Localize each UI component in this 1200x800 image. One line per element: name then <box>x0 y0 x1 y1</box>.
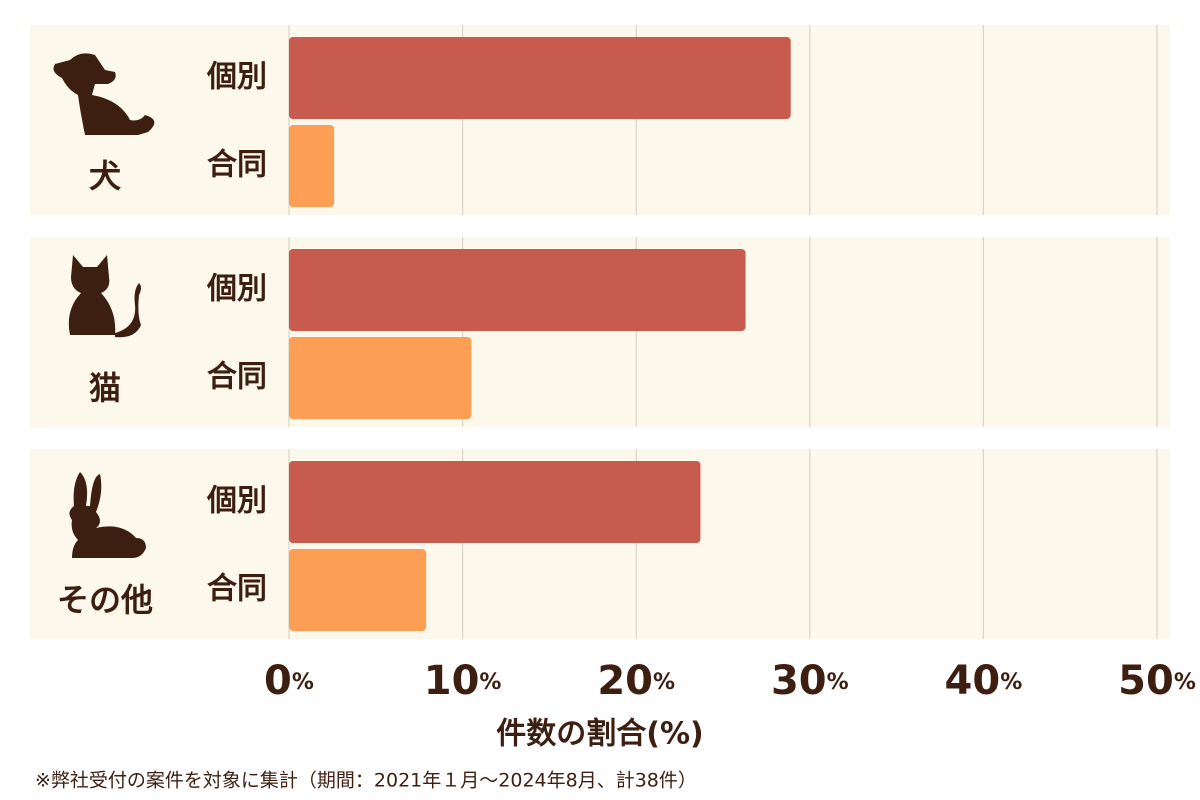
x-axis-title: 件数の割合(%) <box>496 717 703 752</box>
bar <box>289 37 791 119</box>
bar <box>289 337 472 419</box>
x-tick-label: 20% <box>597 658 675 704</box>
x-tick-label: 40% <box>945 658 1023 704</box>
dog-icon <box>53 53 155 136</box>
category-label: 猫 <box>89 369 121 407</box>
series-label: 個別 <box>206 484 267 519</box>
x-tick-label: 30% <box>771 658 849 704</box>
series-label: 合同 <box>207 148 267 183</box>
bar <box>289 461 701 543</box>
series-label: 合同 <box>207 360 267 395</box>
category-label: 犬 <box>89 157 121 195</box>
x-tick-label: 50% <box>1118 658 1196 704</box>
series-label: 個別 <box>206 60 267 95</box>
bar <box>289 249 746 331</box>
bar <box>289 549 427 631</box>
footnote: ※弊社受付の案件を対象に集計（期間：2021年１月～2024年8月、計38件） <box>35 770 697 792</box>
x-tick-label: 10% <box>424 658 502 704</box>
category-label: その他 <box>57 581 153 619</box>
series-label: 合同 <box>207 572 267 607</box>
x-tick-label: 0% <box>264 658 314 704</box>
bar <box>289 125 335 207</box>
cat-icon <box>68 255 141 338</box>
rabbit-icon <box>69 472 146 558</box>
series-label: 個別 <box>206 272 267 307</box>
